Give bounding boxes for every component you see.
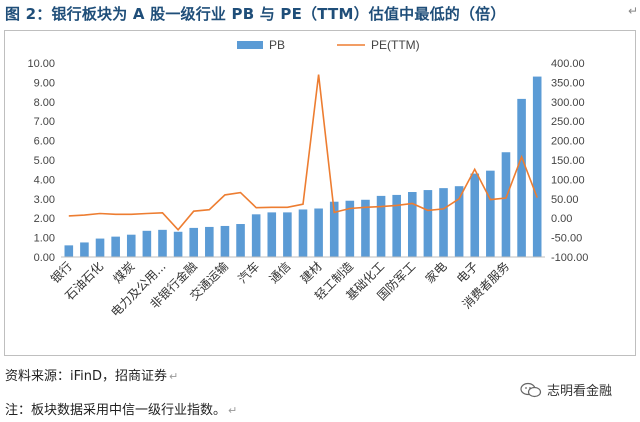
pb-bar [329, 201, 339, 257]
category-label: 建材 [298, 259, 325, 286]
left-axis-tick-label: 3.00 [34, 194, 55, 206]
category-label: 煤炭 [110, 259, 137, 286]
footnote: 注：板块数据采用中信一级行业指数。 ↵ [5, 399, 237, 418]
right-axis-tick-label: 100.00 [551, 174, 585, 186]
paragraph-mark-icon: ↵ [627, 4, 638, 18]
chart-frame: 0.00 1.00 2.00 3.00 4.00 5.00 6.00 7.00 8.00 9.00… [4, 30, 636, 356]
pb-bar [95, 238, 105, 257]
pb-bar [267, 212, 277, 257]
right-axis-tick-label: -50.00 [551, 233, 582, 245]
pb-bar [173, 231, 183, 257]
watermark-text: 志明看金融 [547, 384, 613, 399]
left-axis-tick-label: 8.00 [34, 97, 55, 109]
pb-bar [392, 194, 401, 257]
pb-bar [64, 245, 74, 257]
left-axis-tick-label: 0.00 [34, 252, 55, 264]
right-axis-tick-label: 350.00 [551, 77, 585, 89]
pb-bar [236, 224, 245, 257]
paragraph-mark-icon: ↵ [228, 404, 238, 417]
pb-bar [80, 242, 89, 257]
pb-bar [111, 236, 120, 257]
pb-bar [345, 200, 355, 257]
pb-bar [361, 199, 370, 257]
pb-bar [283, 212, 292, 257]
right-axis-tick-label: 400.00 [551, 58, 585, 70]
legend-pb-label: PB [269, 38, 285, 52]
paragraph-mark-icon: ↵ [169, 370, 179, 383]
pb-bar [501, 152, 511, 257]
pb-bar [407, 192, 417, 257]
pb-bar [126, 234, 136, 257]
pb-bar [220, 225, 230, 257]
combo-chart: 0.00 1.00 2.00 3.00 4.00 5.00 6.00 7.00 8.00 9.00… [27, 38, 588, 320]
pb-bar [517, 98, 526, 257]
source-text: 资料来源：iFinD，招商证券 [5, 369, 168, 384]
pb-bar [439, 188, 448, 257]
right-axis-tick-label: 200.00 [551, 136, 585, 148]
pb-bar [158, 229, 167, 257]
category-label: 家电 [422, 259, 450, 287]
left-axis-tick-label: 2.00 [34, 213, 55, 225]
left-axis-tick-label: 10.00 [27, 58, 55, 70]
legend-pe-label: PE(TTM) [371, 38, 420, 52]
figure-title: 图 2：银行板块为 A 股一级行业 PB 与 PE（TTM）估值中最低的（倍） [5, 5, 506, 23]
pb-bar [486, 170, 495, 257]
left-axis-tick-label: 9.00 [34, 77, 55, 89]
left-axis-tick-label: 4.00 [34, 174, 55, 186]
left-axis-tick-label: 6.00 [34, 136, 55, 148]
pb-bar [454, 186, 464, 257]
pb-bar [423, 190, 433, 257]
wechat-watermark: 志明看金融 [520, 380, 612, 399]
category-label: 通信 [267, 259, 294, 286]
legend-pb-swatch [237, 41, 263, 49]
right-axis-tick-label: 300.00 [551, 97, 585, 109]
pb-bar [298, 209, 308, 257]
pe-ttm-line [68, 74, 538, 232]
category-label: 汽车 [235, 259, 263, 287]
category-label: 电子 [454, 259, 481, 286]
right-axis-tick-label: 50.00 [551, 194, 579, 206]
wechat-icon [520, 382, 542, 397]
pb-bar [376, 195, 386, 257]
pb-bar [205, 226, 214, 257]
right-axis-tick-label: 250.00 [551, 116, 585, 128]
pb-bar [142, 230, 152, 257]
pb-bar [314, 208, 323, 257]
left-axis-tick-label: 1.00 [34, 233, 55, 245]
source-note: 资料来源：iFinD，招商证券 ↵ [5, 365, 178, 384]
right-axis-tick-label: 150.00 [551, 155, 585, 167]
left-axis-tick-label: 5.00 [34, 155, 55, 167]
pb-bar [189, 227, 199, 257]
left-axis-tick-label: 7.00 [34, 116, 55, 128]
footnote-text: 注：板块数据采用中信一级行业指数。 [5, 403, 227, 418]
right-axis-tick-label: 0.00 [551, 213, 572, 225]
figure-title-bar: 图 2：银行板块为 A 股一级行业 PB 与 PE（TTM）估值中最低的（倍） … [0, 0, 640, 26]
pb-bar [251, 214, 261, 257]
pb-bar [470, 173, 480, 257]
pb-bar [532, 76, 542, 257]
right-axis-tick-label: -100.00 [551, 252, 588, 264]
